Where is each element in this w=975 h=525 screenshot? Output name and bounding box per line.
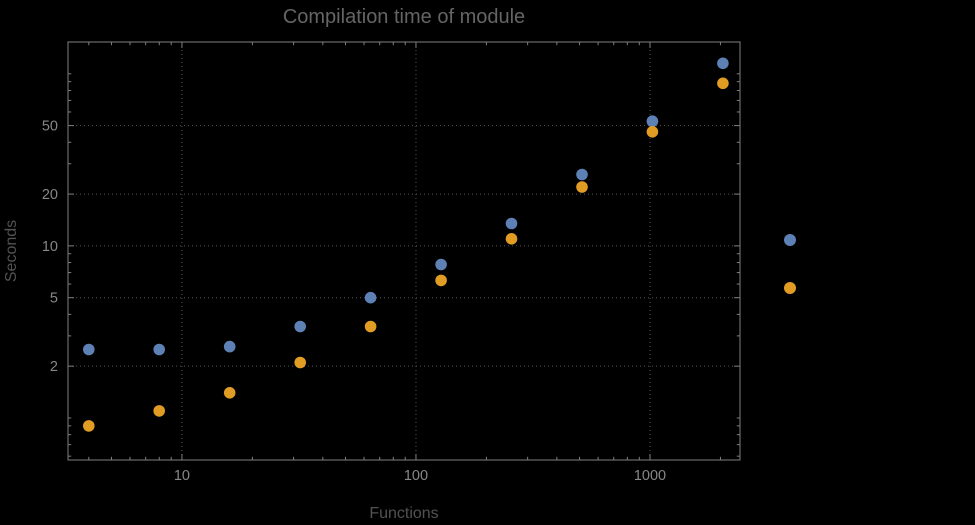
data-points-layer <box>83 57 729 432</box>
x-tick-label: 100 <box>404 468 428 484</box>
grid-layer <box>68 42 740 460</box>
legend-marker-series-2 <box>784 282 796 294</box>
data-point-series-1 <box>717 57 729 70</box>
data-point-series-1 <box>576 168 588 181</box>
data-point-series-1 <box>223 340 236 353</box>
data-point-series-2 <box>364 320 377 333</box>
tick-label-layer: 10 100 1000 2 5 10 20 50 <box>42 119 666 484</box>
data-point-series-1 <box>83 343 95 356</box>
data-point-series-2 <box>294 356 307 369</box>
x-tick-label: 10 <box>174 468 190 484</box>
y-tick-label: 2 <box>50 359 58 375</box>
data-point-series-1 <box>294 320 307 333</box>
data-point-series-1 <box>505 217 518 230</box>
data-point-series-1 <box>153 343 165 356</box>
x-tick-label: 1000 <box>634 468 666 484</box>
y-tick-label: 50 <box>42 119 58 135</box>
data-point-series-1 <box>646 115 659 127</box>
data-point-series-2 <box>646 126 659 138</box>
data-point-series-1 <box>364 291 377 304</box>
data-point-series-1 <box>435 258 447 271</box>
data-point-series-2 <box>83 420 95 432</box>
y-tick-label: 5 <box>50 291 58 307</box>
data-point-series-2 <box>435 274 447 287</box>
data-point-series-2 <box>223 387 236 399</box>
chart-title: Compilation time of module <box>283 6 525 28</box>
y-axis-label: Seconds <box>3 220 20 282</box>
plot-frame-layer <box>67 41 741 461</box>
x-axis-label: Functions <box>369 505 438 522</box>
legend <box>784 234 796 294</box>
data-point-series-2 <box>717 77 729 90</box>
data-point-series-2 <box>576 181 588 193</box>
legend-marker-series-1 <box>784 234 796 246</box>
y-tick-label: 10 <box>42 239 58 255</box>
data-point-series-2 <box>153 405 165 417</box>
tick-layer <box>68 42 740 460</box>
y-tick-label: 20 <box>42 187 58 203</box>
data-point-series-2 <box>505 233 518 245</box>
plot-frame <box>67 41 741 461</box>
